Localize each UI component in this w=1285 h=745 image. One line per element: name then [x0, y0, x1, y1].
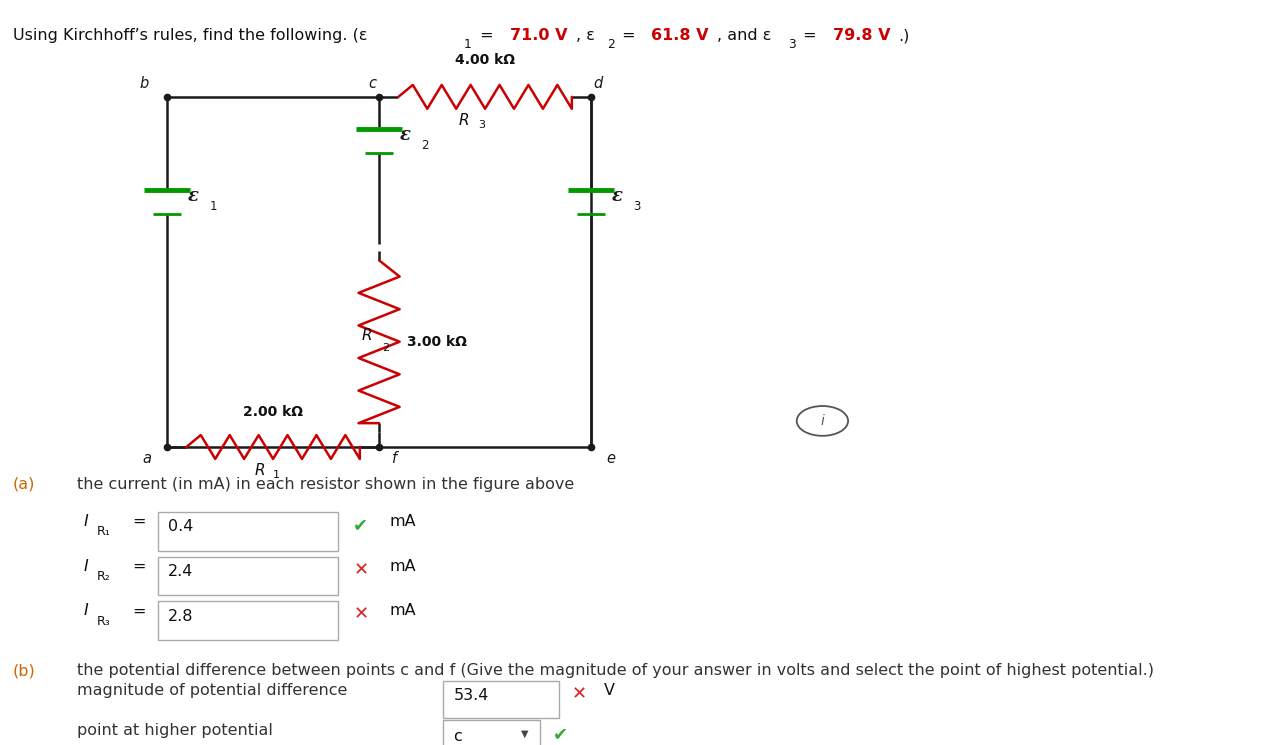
Text: c: c: [369, 76, 377, 91]
Text: =: =: [132, 514, 146, 529]
Text: 2.4: 2.4: [168, 564, 194, 579]
Text: 0.4: 0.4: [168, 519, 194, 534]
Text: 1: 1: [464, 38, 472, 51]
FancyBboxPatch shape: [443, 720, 540, 745]
Text: R₁: R₁: [96, 525, 111, 538]
Text: a: a: [143, 451, 152, 466]
Text: 79.8 V: 79.8 V: [833, 28, 891, 43]
Text: ε: ε: [612, 187, 623, 205]
Text: ✕: ✕: [353, 561, 369, 579]
Text: =: =: [475, 28, 499, 43]
Text: ✔: ✔: [353, 516, 369, 534]
Text: 1: 1: [274, 470, 280, 480]
Text: point at higher potential: point at higher potential: [77, 723, 272, 738]
Text: ✔: ✔: [553, 725, 568, 743]
Text: 2: 2: [421, 139, 429, 152]
Text: ε: ε: [188, 187, 199, 205]
Text: R: R: [362, 329, 373, 343]
Text: the potential difference between points c and f (Give the magnitude of your answ: the potential difference between points …: [77, 663, 1154, 678]
Text: d: d: [592, 76, 603, 91]
Text: 3: 3: [634, 200, 641, 213]
Text: R: R: [254, 463, 265, 478]
Text: R: R: [459, 113, 470, 128]
Text: R₂: R₂: [96, 570, 111, 583]
FancyBboxPatch shape: [158, 601, 338, 640]
Text: mA: mA: [389, 514, 416, 529]
Text: .): .): [898, 28, 910, 43]
Text: 1: 1: [209, 200, 217, 213]
Text: mA: mA: [389, 603, 416, 618]
Text: 2: 2: [608, 38, 616, 51]
Text: c: c: [454, 729, 463, 744]
Text: f: f: [392, 451, 397, 466]
FancyBboxPatch shape: [158, 557, 338, 595]
Text: I: I: [84, 514, 89, 529]
Text: 53.4: 53.4: [454, 688, 490, 703]
Text: , and ε: , and ε: [717, 28, 771, 43]
Text: Using Kirchhoff’s rules, find the following. (ε: Using Kirchhoff’s rules, find the follow…: [13, 28, 368, 43]
Text: 2: 2: [382, 343, 389, 352]
Text: mA: mA: [389, 559, 416, 574]
Text: 2.00 kΩ: 2.00 kΩ: [243, 405, 303, 419]
Text: V: V: [604, 683, 616, 698]
Text: 2.8: 2.8: [168, 609, 194, 624]
Text: 61.8 V: 61.8 V: [651, 28, 709, 43]
Text: 3: 3: [789, 38, 797, 51]
Text: e: e: [607, 451, 616, 466]
Text: ε: ε: [400, 126, 411, 144]
Text: ▼: ▼: [520, 729, 528, 739]
Text: , ε: , ε: [576, 28, 595, 43]
Text: b: b: [140, 76, 149, 91]
Text: =: =: [798, 28, 821, 43]
Text: (b): (b): [13, 663, 36, 678]
FancyBboxPatch shape: [158, 512, 338, 551]
Text: =: =: [132, 559, 146, 574]
Text: 3.00 kΩ: 3.00 kΩ: [407, 335, 468, 349]
Text: the current (in mA) in each resistor shown in the figure above: the current (in mA) in each resistor sho…: [77, 477, 574, 492]
Text: ✕: ✕: [572, 685, 587, 703]
Text: =: =: [617, 28, 640, 43]
Text: 4.00 kΩ: 4.00 kΩ: [455, 53, 515, 67]
Text: =: =: [132, 603, 146, 618]
Text: magnitude of potential difference: magnitude of potential difference: [77, 683, 347, 698]
Text: I: I: [84, 559, 89, 574]
Text: R₃: R₃: [96, 615, 111, 627]
Text: (a): (a): [13, 477, 35, 492]
Text: I: I: [84, 603, 89, 618]
Text: 71.0 V: 71.0 V: [510, 28, 568, 43]
Text: ✕: ✕: [353, 606, 369, 624]
Text: i: i: [820, 414, 825, 428]
Text: 3: 3: [479, 120, 486, 130]
FancyBboxPatch shape: [443, 681, 559, 718]
